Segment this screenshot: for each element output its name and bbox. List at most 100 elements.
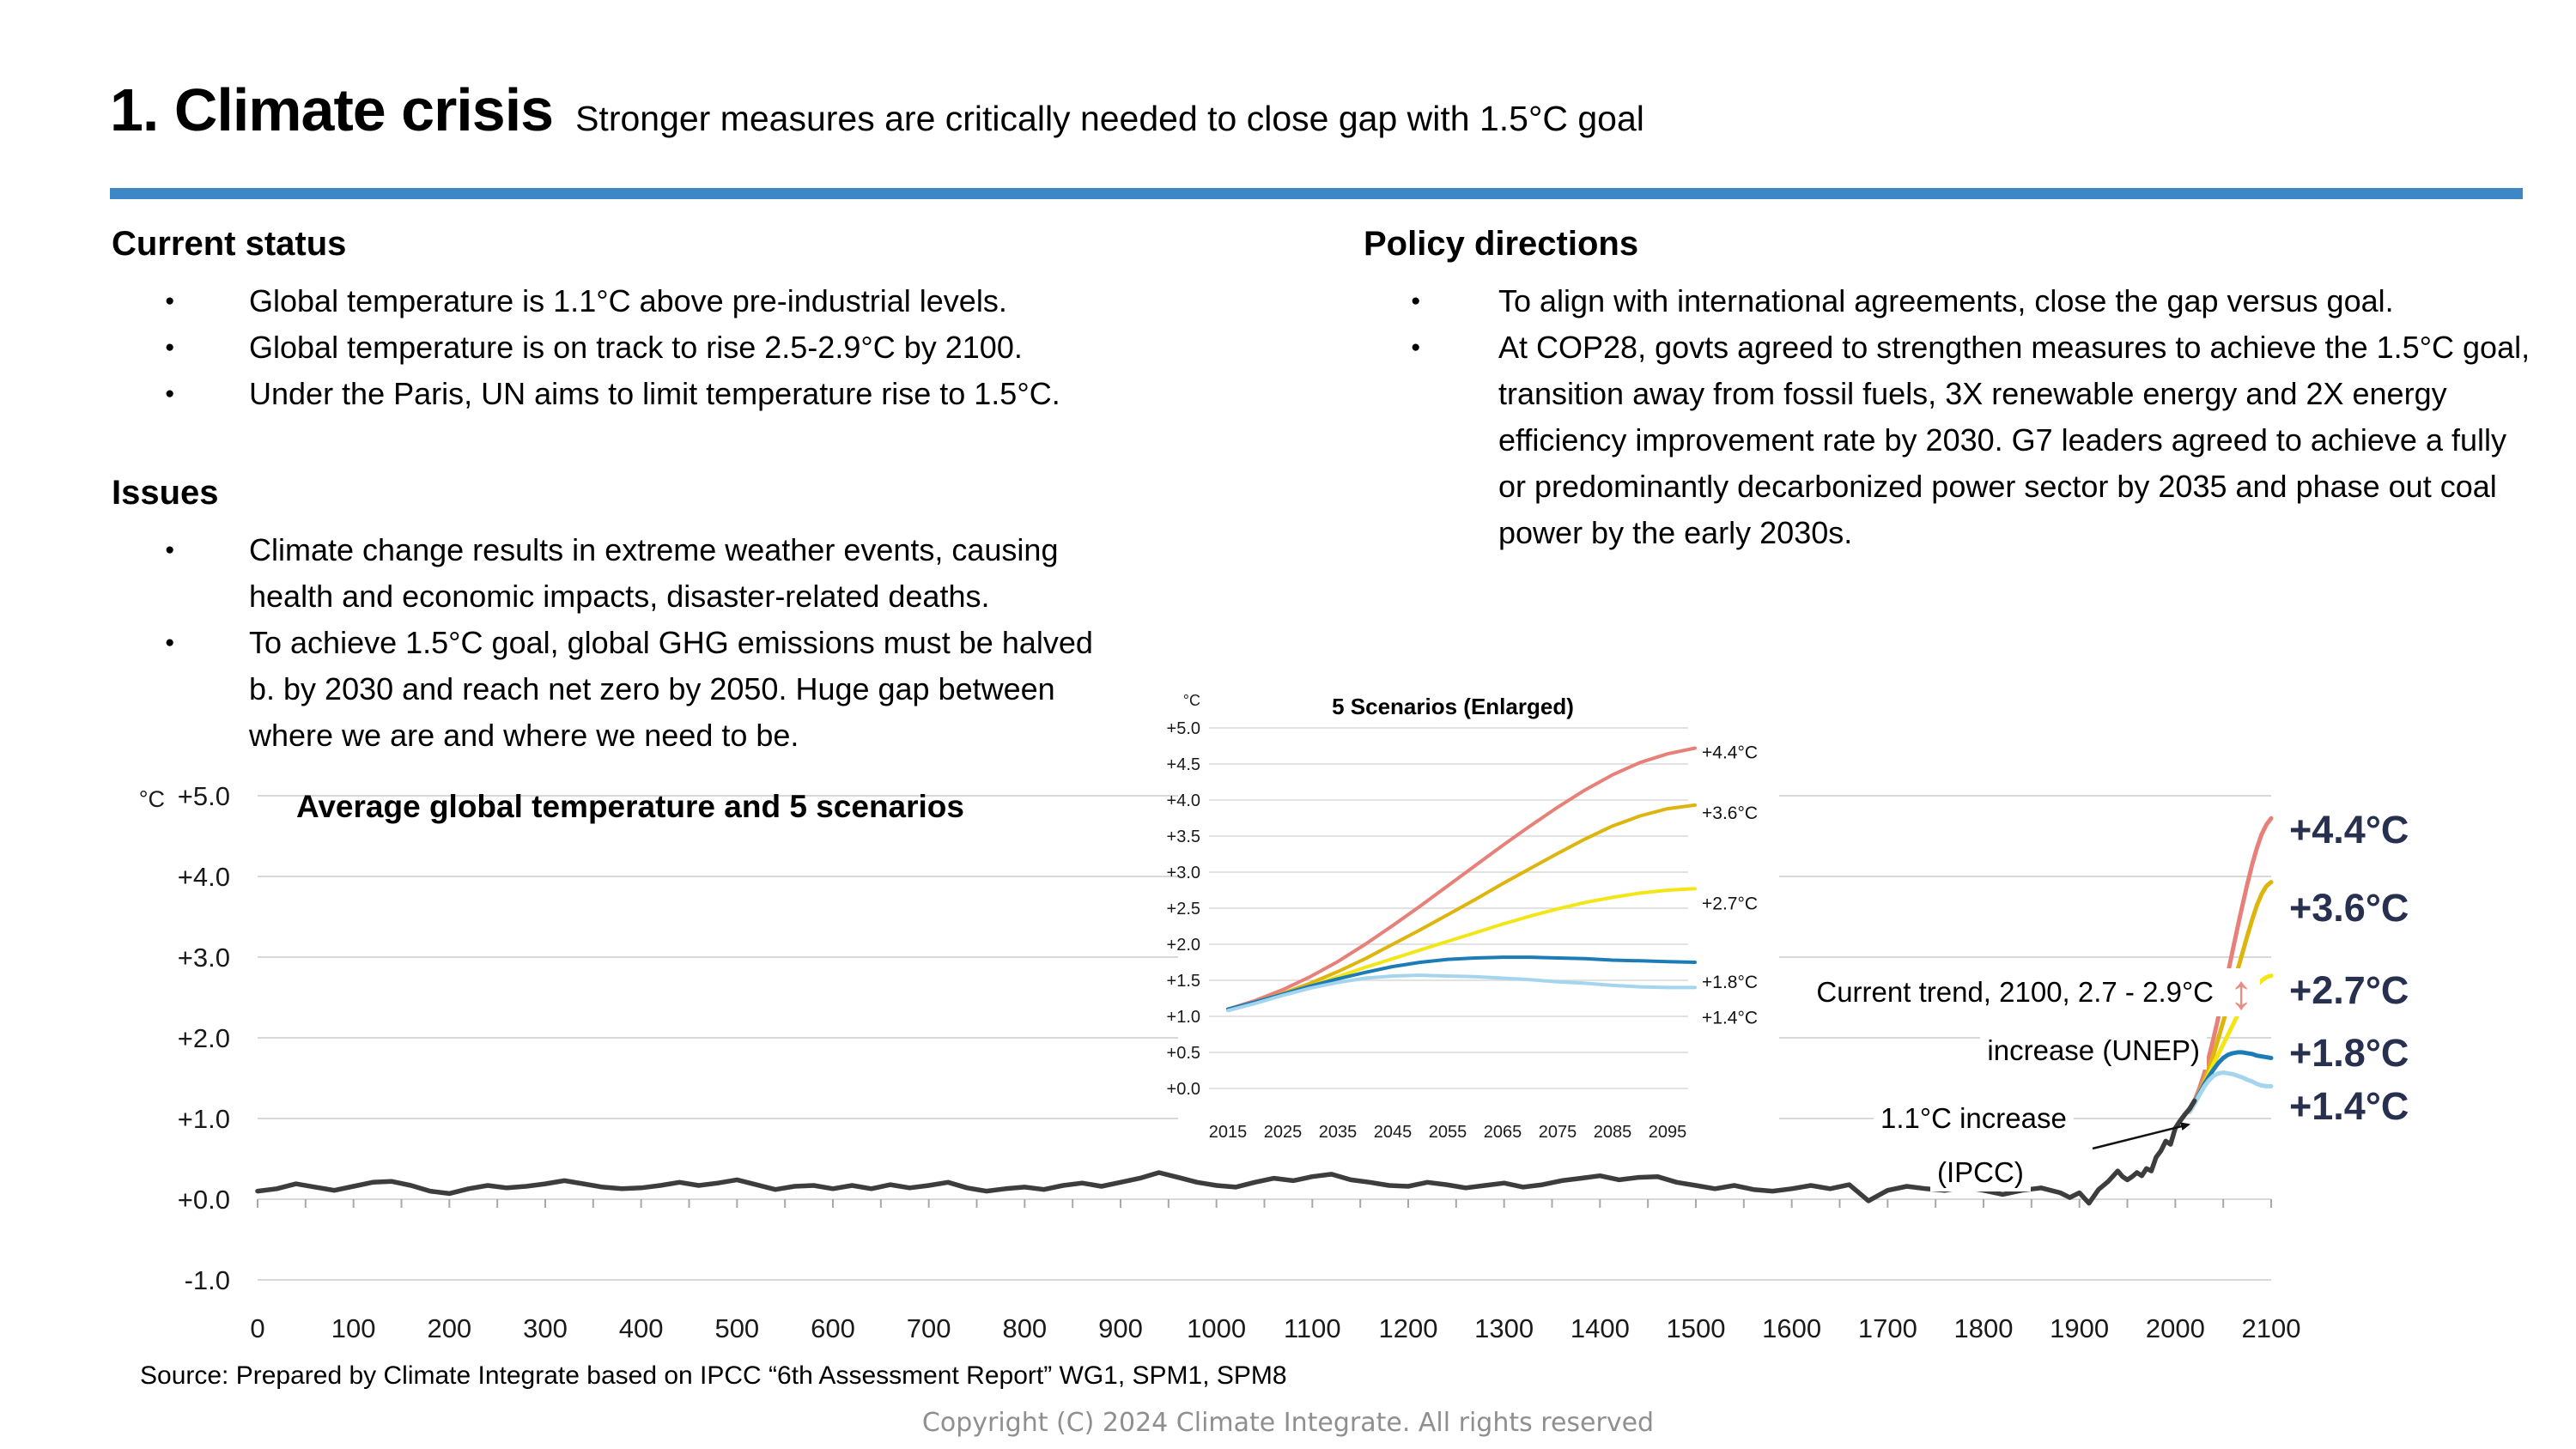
bullet-dot-icon: ● [1411, 338, 1421, 356]
inset-y-tick-label: +0.5 [1167, 1044, 1200, 1063]
bullet-text: Under the Paris, UN aims to limit temper… [249, 376, 1060, 411]
inset-x-tick-label: 2075 [1539, 1123, 1577, 1142]
x-tick-label: 2000 [2146, 1313, 2205, 1343]
bullet-dot-icon: ● [1411, 292, 1421, 310]
bullet-item: ● Global temperature is on track to rise … [112, 324, 1133, 371]
source-note: Source: Prepared by Climate Integrate ba… [140, 1361, 1287, 1390]
bullet-item: ● Global temperature is 1.1°C above pre-i… [112, 278, 1133, 324]
bullet-text: At COP28, govts agreed to strengthen mea… [1498, 330, 2530, 550]
inset-scenario-end-label: +4.4°C [1702, 743, 1758, 763]
x-tick-label: 1100 [1284, 1313, 1341, 1343]
inset-y-tick-label: +3.0 [1167, 864, 1200, 882]
annotation-increase-unep: increase (UNEP) [1980, 1032, 2207, 1070]
bullet-item: ● Under the Paris, UN aims to limit tempe… [112, 371, 1133, 417]
historical-line [255, 1098, 2197, 1206]
inset-y-tick-label: +0.0 [1167, 1080, 1200, 1099]
inset-y-tick-label: +3.5 [1167, 828, 1200, 846]
y-tick-label: +5.0 [178, 781, 230, 811]
main-chart: +5.0 +4.0 +3.0 +2.0 +1.0 +0.0 -1.0 °C 0 100 200 300… [139, 781, 2301, 1343]
inset-chart-title: 5 Scenarios (Enlarged) [1332, 694, 1574, 719]
scenario-end-label: +1.4°C [2289, 1084, 2409, 1128]
x-tick-label: 1700 [1858, 1313, 1917, 1343]
x-tick-label: 0 [250, 1313, 264, 1343]
inset-y-tick-label: +2.0 [1167, 936, 1200, 955]
scenario-line [1226, 746, 1697, 1011]
up-down-arrow-icon: ↕ [2229, 965, 2253, 1019]
x-tick-label: 1000 [1187, 1313, 1246, 1343]
inset-x-tick-label: 2035 [1319, 1123, 1358, 1142]
policy-directions-heading: Policy directions [1364, 225, 1639, 263]
scenario-line [1226, 973, 1697, 1013]
bullet-text: To achieve 1.5°C goal, global GHG emissi… [249, 625, 1093, 753]
inset-x-tick-label: 2025 [1264, 1123, 1303, 1142]
inset-y-tick-label: +5.0 [1167, 719, 1200, 738]
issues-heading: Issues [112, 474, 219, 512]
inset-y-tick-label: +4.5 [1167, 755, 1200, 774]
inset-y-tick-label: +2.5 [1167, 900, 1200, 919]
scenario-end-label: +2.7°C [2289, 968, 2409, 1012]
scenario-end-label: +1.8°C [2289, 1031, 2409, 1075]
x-tick-label: 900 [1098, 1313, 1143, 1343]
page-title: 1. Climate crisis [110, 76, 554, 143]
x-tick-label: 1500 [1667, 1313, 1726, 1343]
bullet-text: Global temperature is 1.1°C above pre-in… [249, 283, 1007, 318]
x-tick-label: 1600 [1762, 1313, 1821, 1343]
y-tick-label: +0.0 [178, 1185, 230, 1215]
inset-x-tick-label: 2065 [1484, 1123, 1522, 1142]
annotation-arrow [2092, 1122, 2190, 1150]
section-policy-directions: Policy directions ● To align with interna… [1364, 225, 2542, 556]
inset-x-tick-label: 2095 [1649, 1123, 1687, 1142]
x-tick-label: 1300 [1474, 1313, 1534, 1343]
bullet-text: Global temperature is on track to rise 2… [249, 330, 1023, 365]
x-tick-label: 800 [1002, 1313, 1047, 1343]
bullet-dot-icon: ● [165, 541, 175, 559]
bullet-item: ● Climate change results in extreme weath… [112, 527, 1133, 620]
scenario-line [2187, 1070, 2274, 1114]
current-status-list: ● Global temperature is 1.1°C above pre-i… [112, 278, 1133, 417]
x-tick-label: 1200 [1379, 1313, 1438, 1343]
inset-x-tick-label: 2055 [1429, 1123, 1467, 1142]
scenario-line [1226, 803, 1697, 1011]
slide-header: 1. Climate crisis Stronger measures are … [110, 76, 1644, 144]
inset-y-tick-label: +4.0 [1167, 791, 1200, 810]
inset-scenario-end-label: +2.7°C [1702, 894, 1758, 913]
bullet-item: ● To align with international agreements,… [1364, 278, 2542, 324]
y-tick-label: +2.0 [178, 1023, 230, 1053]
inset-x-tick-label: 2045 [1374, 1123, 1413, 1142]
scenario-end-label: +3.6°C [2289, 886, 2409, 930]
y-tick-label: +4.0 [178, 862, 230, 892]
title-underline-bar [110, 188, 2523, 199]
annotation-ipcc: (IPCC) [1930, 1154, 2031, 1191]
policy-directions-list: ● To align with international agreements,… [1364, 278, 2542, 556]
x-tick-label: 600 [811, 1313, 855, 1343]
y-tick-label: -1.0 [185, 1265, 230, 1295]
x-tick-label: 1800 [1954, 1313, 2014, 1343]
x-tick-label: 300 [523, 1313, 568, 1343]
x-tick-label: 1900 [2050, 1313, 2109, 1343]
bullet-text: Climate change results in extreme weathe… [249, 532, 1059, 614]
chart-title: Average global temperature and 5 scenari… [296, 789, 964, 824]
x-tick-label: 400 [619, 1313, 664, 1343]
annotation-current-trend: Current trend, 2100, 2.7 - 2.9°C ↕ [1809, 965, 2260, 1019]
y-tick-label: +1.0 [178, 1104, 230, 1134]
inset-chart: +0.0 +0.5 +1.0 +1.5 +2.0 +2.5 +3.0 +3.5 +4.0 +4.5… [1167, 680, 1779, 1161]
inset-x-tick-label: 2085 [1594, 1123, 1632, 1142]
x-tick-label: 200 [427, 1313, 471, 1343]
inset-x-tick-label: 2015 [1209, 1123, 1248, 1142]
inset-y-tick-label: +1.0 [1167, 1008, 1200, 1027]
x-tick-label: 1400 [1571, 1313, 1630, 1343]
copyright-note: Copyright (C) 2024 Climate Integrate. Al… [921, 1408, 1655, 1438]
bullet-text: To align with international agreements, … [1498, 283, 2394, 318]
annotation-1-1c-increase: 1.1°C increase [1874, 1100, 2074, 1137]
annotation-current-trend-text: Current trend, 2100, 2.7 - 2.9°C [1816, 976, 2214, 1009]
inset-y-axis-unit: °C [1183, 692, 1200, 709]
page-subtitle: Stronger measures are critically needed … [575, 99, 1644, 138]
inset-scenario-end-label: +1.8°C [1702, 973, 1758, 992]
x-tick-label: 700 [907, 1313, 951, 1343]
x-tick-label: 100 [331, 1313, 376, 1343]
x-tick-label: 2100 [2242, 1313, 2301, 1343]
scenario-line [2187, 815, 2274, 1113]
section-current-status: Current status ● Global temperature is 1.… [112, 225, 1133, 417]
inset-background [1178, 680, 1779, 1161]
